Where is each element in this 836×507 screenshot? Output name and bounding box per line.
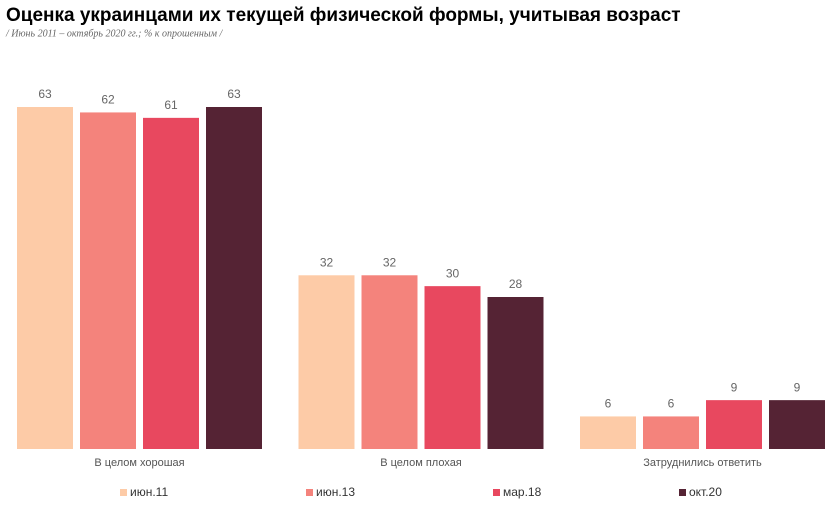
bar: [143, 117, 199, 449]
legend-label: июн.11: [130, 485, 168, 499]
legend-swatch: [679, 489, 686, 496]
bar: [769, 400, 825, 449]
category-label: В целом плохая: [380, 457, 462, 469]
value-label: 9: [731, 380, 738, 394]
value-label: 28: [509, 277, 523, 291]
value-label: 32: [320, 255, 334, 269]
legend-swatch: [493, 489, 500, 496]
value-label: 61: [164, 98, 178, 112]
value-label: 6: [668, 397, 675, 411]
value-label: 32: [383, 255, 397, 269]
bar: [580, 416, 636, 449]
legend-label: июн.13: [316, 485, 355, 499]
bar: [424, 286, 481, 449]
chart-title: Оценка украинцами их текущей физической …: [6, 5, 681, 26]
bar: [298, 275, 355, 449]
value-label: 62: [101, 93, 115, 107]
bar: [17, 107, 73, 449]
legend-label: окт.20: [689, 485, 722, 499]
chart-subtitle: / Июнь 2011 – октябрь 2020 гг.; % к опро…: [5, 28, 224, 39]
bar: [487, 297, 544, 449]
value-label: 9: [794, 380, 801, 394]
legend-swatch: [306, 489, 313, 496]
bar: [706, 400, 762, 449]
bar: [361, 275, 418, 449]
category-label: В целом хорошая: [94, 457, 184, 469]
legend-label: мар.18: [503, 485, 542, 499]
value-label: 6: [605, 397, 612, 411]
bar: [643, 416, 699, 449]
value-label: 63: [227, 87, 241, 101]
legend-swatch: [120, 489, 127, 496]
value-label: 30: [446, 266, 460, 280]
category-label: Затруднились ответить: [643, 457, 762, 469]
bar: [80, 112, 136, 449]
value-label: 63: [38, 87, 52, 101]
bar: [206, 107, 262, 449]
